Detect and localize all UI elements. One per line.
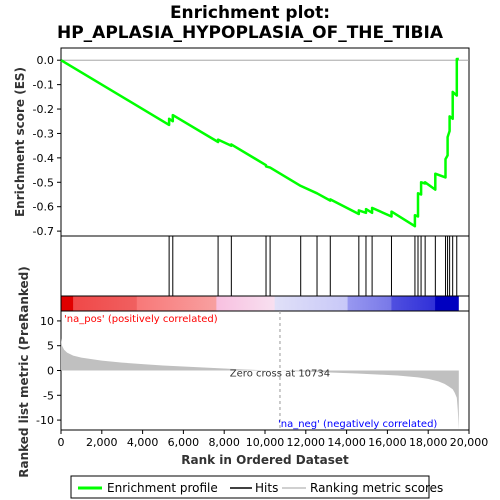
rank-xtick-label: 0 [58,436,65,449]
es-profile-line [60,57,459,228]
legend-box [70,475,430,499]
rank-xtick-label: 20,000 [450,436,489,449]
es-ytick-label: -0.6 [33,201,54,214]
rank-y-axis: 10 5 0 -5 -10 [36,315,61,427]
es-ytick-label: -0.1 [33,79,54,92]
hits-frame [60,235,470,297]
rank-ytick-label: 10 [40,315,54,328]
hit-markers [168,236,458,296]
pos-correlated-label: 'na_pos' (positively correlated) [64,314,218,325]
rank-colorbar [60,295,470,312]
rank-ytick-label: -10 [36,414,54,427]
es-panel: 0.0 -0.1 -0.2 -0.3 -0.4 -0.5 -0.6 -0.7 Enrichme… [13,47,470,238]
es-ytick-label: -0.4 [33,152,54,165]
rank-xtick-label: 14,000 [327,436,366,449]
rank-xtick-label: 12,000 [287,436,326,449]
es-ytick-label: 0.0 [37,54,55,67]
rank-xtick-label: 6,000 [168,436,200,449]
rank-xlabel: Rank in Ordered Dataset [181,453,349,467]
chart-title-line1: Enrichment plot: [170,3,330,23]
neg-correlated-label: 'na_neg' (negatively correlated) [278,419,437,430]
es-ytick-label: -0.7 [33,225,54,238]
es-ylabel: Enrichment score (ES) [13,67,27,217]
es-ytick-label: -0.2 [33,103,54,116]
rank-ytick-label: -5 [43,389,54,402]
legend: Enrichment profile Hits Ranking metric s… [70,475,443,499]
legend-label-ranking: Ranking metric scores [310,481,443,495]
rank-panel: 10 5 0 -5 -10 0 2,000 4,000 6,000 8,000 10,000 12,… [17,266,488,478]
rank-ylabel: Ranked list metric (PreRanked) [17,266,31,478]
rank-xtick-label: 18,000 [409,436,448,449]
rank-xtick-label: 4,000 [127,436,159,449]
rank-xtick-label: 10,000 [246,436,285,449]
es-ytick-label: -0.5 [33,176,54,189]
zero-cross-label: Zero cross at 10734 [230,369,330,380]
rank-ytick-label: 0 [47,365,54,378]
rank-xtick-label: 8,000 [208,436,240,449]
rank-xtick-label: 2,000 [86,436,118,449]
chart-title-line2: HP_APLASIA_HYPOPLASIA_OF_THE_TIBIA [57,23,444,43]
es-plot-frame [60,47,470,237]
rank-ytick-label: 5 [47,340,54,353]
rank-x-axis: 0 2,000 4,000 6,000 8,000 10,000 12,000 14,000 1… [58,430,489,449]
legend-label-enrichment: Enrichment profile [107,481,218,495]
legend-label-hits: Hits [255,481,278,495]
es-y-axis: 0.0 -0.1 -0.2 -0.3 -0.4 -0.5 -0.6 -0.7 [33,54,61,238]
rank-xtick-label: 16,000 [368,436,407,449]
es-ytick-label: -0.3 [33,127,54,140]
hits-panel [60,235,470,297]
colorbar-gradient [61,296,459,311]
